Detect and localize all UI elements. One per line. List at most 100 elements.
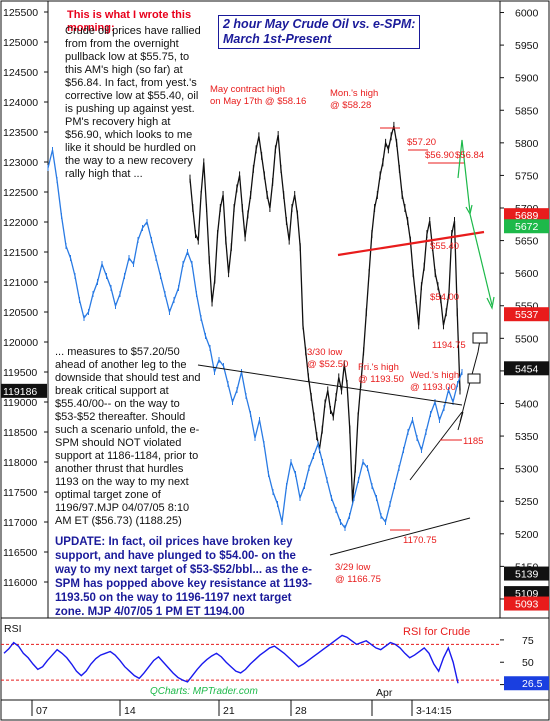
watermark: QCharts: MPTrader.com: [150, 686, 258, 697]
update-note: UPDATE: In fact, oil prices have broken …: [55, 536, 312, 618]
right-tick-label: 5350: [515, 431, 539, 443]
annotation-label: $57.20: [407, 137, 436, 148]
annotation-label: Mon.'s high: [330, 88, 378, 99]
left-tick-label: 116500: [3, 547, 37, 559]
left-tick-label: 121500: [3, 247, 38, 259]
left-tick-label: 116000: [3, 577, 37, 589]
right-tick-label: 5250: [515, 496, 539, 508]
annotation-label: $54.00: [430, 292, 459, 303]
right-tick-label: 5400: [515, 398, 539, 410]
right-tick-label: 5500: [515, 333, 539, 345]
right-tick-label: 5600: [515, 268, 539, 280]
right-tick-label: 5300: [515, 464, 539, 476]
right-tick-label: 5750: [515, 170, 539, 182]
annotation-label: $56.90: [425, 150, 454, 161]
espm-forecast-path: [457, 339, 481, 431]
espm-support-line: [329, 517, 471, 556]
rsi-legend: RSI for Crude: [403, 626, 470, 638]
left-tick-label: 120000: [3, 337, 38, 349]
chart-title: 2 hour May Crude Oil vs. e-SPM:: [223, 17, 416, 31]
left-tick-label: 125000: [3, 37, 38, 49]
target-box-1: [467, 373, 481, 384]
x-tick-label: 28: [295, 705, 307, 717]
rsi-tick-label: 75: [522, 635, 534, 647]
annotation-label: 3/30 low: [307, 347, 343, 358]
right-tick-label: 5850: [515, 105, 539, 117]
morning-note: Crude oil prices have rallied from from …: [65, 25, 201, 180]
annotation-label: @ 1193.50: [358, 374, 404, 385]
left-tick-label: 123000: [3, 157, 38, 169]
annotation-label: $55.40: [430, 241, 459, 252]
left-tick-label: 124500: [3, 67, 38, 79]
x-tick-label: 14: [124, 705, 136, 717]
rsi-axis-label: RSI: [4, 623, 22, 635]
espm-resistance-line: [197, 364, 463, 406]
right-tick-label: 5900: [515, 73, 539, 85]
left-tick-label: 122000: [3, 217, 38, 229]
annotation-label: 1194.75: [432, 340, 466, 351]
annotation-label: May contract high: [210, 84, 285, 95]
right-tick-label: 5650: [515, 236, 539, 248]
left-price-tag: [1, 383, 47, 398]
annotation-label: @ 1193.00: [410, 382, 456, 393]
morning-title: This is what I wrote this morning:: [67, 9, 192, 34]
x-axis: 07 14 21 28 Apr 3-14:15: [31, 687, 452, 717]
rsi-tick-label: 50: [522, 657, 534, 669]
left-tick-label: 119000: [3, 397, 37, 409]
right-tick-label: 5950: [515, 40, 539, 52]
annotation-label: Wed.'s high: [410, 370, 459, 381]
price-tag: [504, 219, 549, 234]
chart-title-box: 2 hour May Crude Oil vs. e-SPM: March 1s…: [218, 15, 421, 49]
annotation-label: 1170.75: [403, 535, 437, 546]
x-tick-label: Apr: [376, 687, 393, 699]
left-tick-label: 118500: [3, 427, 37, 439]
x-tick-label: 07: [36, 705, 48, 717]
left-tick-label: 124000: [3, 97, 38, 109]
chart-subtitle: March 1st-Present: [223, 32, 332, 46]
annotation-label: $56.84: [455, 150, 484, 161]
target-box-2: [472, 332, 488, 344]
x-tick-label: 21: [223, 705, 235, 717]
left-tick-label: 119500: [3, 367, 37, 379]
price-tag-label: 5454: [515, 363, 539, 375]
price-tag: [504, 596, 549, 611]
annotation-label: @ 1166.75: [335, 574, 381, 585]
price-tag: [504, 307, 549, 322]
left-tick-label: 117500: [3, 487, 37, 499]
price-tag-label: 5689: [515, 210, 539, 222]
price-tag: [504, 361, 549, 376]
annotation-label: @ $52.50: [307, 359, 348, 370]
annotation-label: 3/29 low: [335, 562, 371, 573]
left-price-tag-label: 119186: [3, 386, 37, 398]
annotation-label: on May 17th @ $58.16: [210, 96, 306, 107]
left-axis: 125500 125000 124500 124000 123500 123000 1225…: [3, 7, 48, 589]
espm-rising-line: [409, 411, 463, 481]
annotation-label: Fri.'s high: [358, 362, 399, 373]
price-tag-label: 5093: [515, 599, 539, 611]
price-tag: [504, 566, 549, 581]
left-tick-label: 121000: [3, 277, 38, 289]
left-tick-label: 122500: [3, 187, 38, 199]
rsi-current-tag: [504, 676, 549, 691]
measure-note: ... measures to $57.20/50 ahead of anoth…: [55, 346, 201, 527]
left-tick-label: 118000: [3, 457, 37, 469]
price-tag: [504, 208, 549, 223]
annotation-label: 1185: [463, 436, 483, 447]
annotation-label: @ $58.28: [330, 100, 371, 111]
forecast-arrow-up-icon: [457, 139, 471, 213]
left-tick-label: 123500: [3, 127, 38, 139]
price-tag-label: 5672: [515, 221, 539, 233]
x-tick-label: 3-14:15: [416, 705, 452, 717]
price-tag-label: 5537: [515, 309, 539, 321]
rsi-current-label: 26.5: [522, 678, 543, 690]
right-tick-label: 5200: [515, 529, 539, 541]
left-tick-label: 117000: [3, 517, 37, 529]
right-tick-label: 6000: [515, 8, 539, 20]
price-tag-label: 5139: [515, 569, 539, 581]
rsi-line: [3, 634, 459, 684]
crude-support-line: [337, 230, 485, 257]
